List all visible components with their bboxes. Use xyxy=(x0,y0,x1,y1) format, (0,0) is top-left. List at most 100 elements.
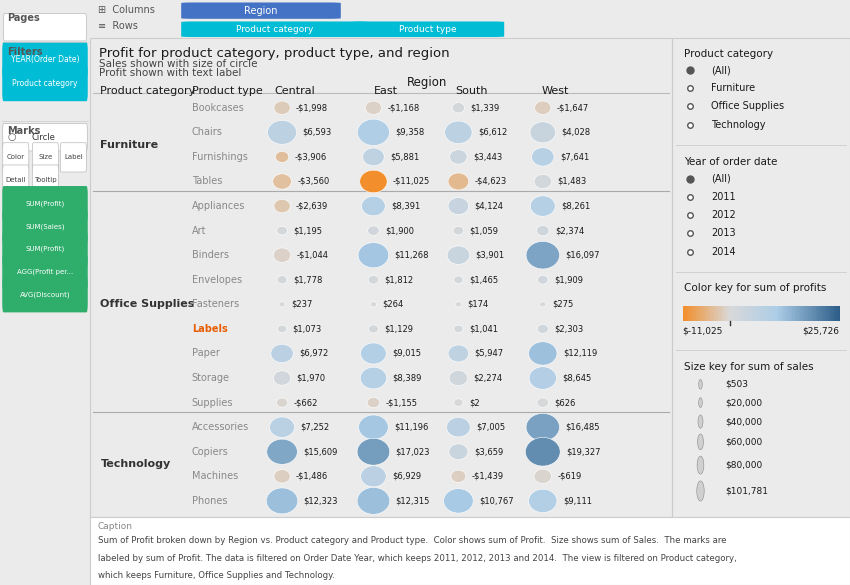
Bar xyxy=(797,306,799,321)
Text: Sales shown with size of circle: Sales shown with size of circle xyxy=(99,59,258,69)
Text: -$1,439: -$1,439 xyxy=(472,472,504,481)
Text: $8,391: $8,391 xyxy=(391,202,421,211)
Text: $8,645: $8,645 xyxy=(563,374,592,383)
Text: 2014: 2014 xyxy=(711,247,736,257)
Circle shape xyxy=(451,470,466,483)
Text: 2013: 2013 xyxy=(711,228,736,239)
Text: $2,274: $2,274 xyxy=(473,374,502,383)
Circle shape xyxy=(456,302,462,307)
Bar xyxy=(792,306,794,321)
Bar xyxy=(772,306,774,321)
Text: Office Supplies: Office Supplies xyxy=(100,300,195,309)
Bar xyxy=(812,306,813,321)
Circle shape xyxy=(454,325,463,333)
FancyBboxPatch shape xyxy=(181,22,367,37)
Bar xyxy=(800,306,802,321)
Text: Product category: Product category xyxy=(100,86,196,96)
Bar xyxy=(700,306,701,321)
Text: Storage: Storage xyxy=(192,373,230,383)
Bar xyxy=(694,306,696,321)
Bar xyxy=(794,306,796,321)
Text: $275: $275 xyxy=(552,300,573,309)
Bar xyxy=(799,306,801,321)
Bar xyxy=(765,306,767,321)
Bar xyxy=(838,306,840,321)
Bar xyxy=(774,306,776,321)
Bar xyxy=(751,306,752,321)
Circle shape xyxy=(368,276,379,284)
Circle shape xyxy=(444,488,473,513)
Circle shape xyxy=(525,438,560,466)
Circle shape xyxy=(530,122,556,143)
Text: Copiers: Copiers xyxy=(192,447,229,457)
Bar xyxy=(726,306,728,321)
Circle shape xyxy=(446,418,470,437)
Text: $19,327: $19,327 xyxy=(566,448,600,456)
Text: -$1,168: -$1,168 xyxy=(388,104,420,112)
Bar xyxy=(722,306,723,321)
Text: $6,612: $6,612 xyxy=(478,128,507,137)
Text: SUM(Sales): SUM(Sales) xyxy=(26,223,65,230)
Bar xyxy=(704,306,706,321)
Text: Labels: Labels xyxy=(192,324,228,334)
Bar xyxy=(768,306,769,321)
Text: $20,000: $20,000 xyxy=(725,398,762,407)
Circle shape xyxy=(448,173,468,190)
Text: Size key for sum of sales: Size key for sum of sales xyxy=(684,362,814,372)
Text: Product category: Product category xyxy=(12,79,77,88)
Text: $10,767: $10,767 xyxy=(479,497,513,505)
Circle shape xyxy=(537,324,548,333)
Bar xyxy=(811,306,813,321)
Circle shape xyxy=(526,414,559,441)
Text: -$3,560: -$3,560 xyxy=(298,177,330,186)
Circle shape xyxy=(358,243,388,268)
Text: ⊞  Columns: ⊞ Columns xyxy=(98,5,155,15)
Circle shape xyxy=(526,242,559,269)
Circle shape xyxy=(274,470,290,483)
Text: Marks: Marks xyxy=(7,126,41,136)
Bar xyxy=(809,306,811,321)
Circle shape xyxy=(536,225,549,236)
Bar xyxy=(777,306,779,321)
Bar xyxy=(755,306,756,321)
Text: $174: $174 xyxy=(468,300,489,309)
Bar xyxy=(836,306,837,321)
Circle shape xyxy=(534,469,552,484)
Bar xyxy=(756,306,757,321)
Bar xyxy=(804,306,806,321)
Circle shape xyxy=(266,488,298,514)
Text: -$3,906: -$3,906 xyxy=(295,153,326,161)
Text: $1,483: $1,483 xyxy=(558,177,586,186)
Text: -$1,486: -$1,486 xyxy=(296,472,328,481)
FancyBboxPatch shape xyxy=(60,143,87,172)
Text: Year of order date: Year of order date xyxy=(684,157,778,167)
Bar xyxy=(736,306,738,321)
Circle shape xyxy=(367,397,380,408)
Text: $2,374: $2,374 xyxy=(555,226,584,235)
Bar xyxy=(824,306,825,321)
Circle shape xyxy=(371,302,377,307)
Text: Binders: Binders xyxy=(192,250,229,260)
Text: Product type: Product type xyxy=(400,25,457,34)
Bar xyxy=(806,306,807,321)
Circle shape xyxy=(531,147,554,166)
Bar xyxy=(692,306,694,321)
Text: Envelopes: Envelopes xyxy=(192,275,242,285)
Bar xyxy=(790,306,791,321)
Bar xyxy=(787,306,789,321)
Circle shape xyxy=(273,174,292,189)
Text: Color key for sum of profits: Color key for sum of profits xyxy=(684,283,827,292)
Text: $7,005: $7,005 xyxy=(476,423,505,432)
Text: $503: $503 xyxy=(725,380,748,389)
Bar xyxy=(766,306,768,321)
Circle shape xyxy=(274,101,290,115)
Bar xyxy=(780,306,782,321)
Text: Furnishings: Furnishings xyxy=(192,152,247,162)
Bar xyxy=(828,306,830,321)
Bar xyxy=(735,306,737,321)
Text: Phones: Phones xyxy=(192,496,227,506)
Text: $9,358: $9,358 xyxy=(395,128,424,137)
Bar xyxy=(706,306,708,321)
Text: $1,129: $1,129 xyxy=(384,325,413,333)
Circle shape xyxy=(699,380,702,389)
